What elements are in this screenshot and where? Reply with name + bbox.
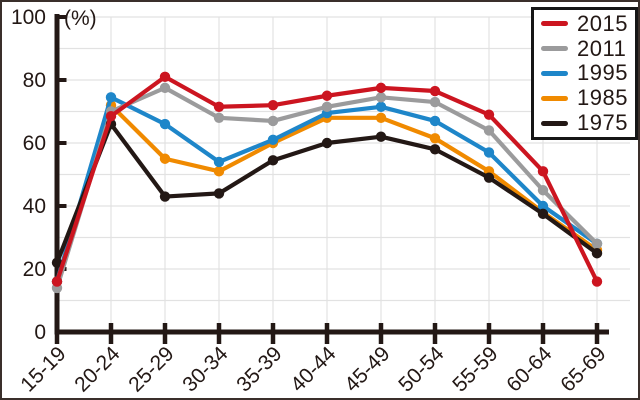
data-point-2015 — [213, 101, 225, 112]
percent-unit-label: (%) — [64, 7, 97, 30]
data-point-2015 — [159, 71, 171, 83]
data-point-1975 — [591, 248, 603, 259]
series-1975 — [51, 118, 603, 268]
legend: 2015 2011 1995 1985 1975 — [531, 7, 638, 140]
data-point-1975 — [267, 155, 279, 166]
legend-item-2015: 2015 — [541, 10, 635, 36]
legend-item-1975: 1975 — [541, 112, 635, 134]
data-point-2011 — [267, 115, 279, 127]
data-point-1995 — [375, 101, 387, 112]
x-tick-label: 35-39 — [232, 342, 286, 396]
data-point-2011 — [537, 185, 549, 196]
data-point-2011 — [321, 101, 333, 112]
data-point-2011 — [429, 96, 441, 108]
y-tick-label: 0 — [34, 321, 46, 344]
series-1995 — [51, 92, 603, 287]
data-point-1975 — [213, 188, 225, 199]
series-2015 — [51, 71, 603, 287]
data-point-1995 — [105, 92, 117, 103]
data-point-1975 — [483, 172, 495, 183]
data-point-2015 — [591, 276, 603, 287]
data-point-2011 — [213, 112, 225, 124]
y-tick-label: 80 — [23, 69, 46, 92]
data-point-1995 — [213, 156, 225, 168]
data-point-1975 — [159, 191, 171, 202]
legend-label: 2015 — [577, 10, 628, 36]
data-point-1995 — [267, 134, 279, 146]
x-tick-label: 40-44 — [286, 342, 340, 396]
data-point-2015 — [375, 82, 387, 94]
data-point-1985 — [429, 133, 441, 144]
data-point-1995 — [537, 200, 549, 212]
x-tick-label: 20-24 — [70, 342, 124, 396]
data-point-1975 — [375, 131, 387, 142]
data-point-1985 — [159, 153, 171, 164]
series-2011 — [51, 82, 603, 294]
data-point-1995 — [159, 118, 171, 130]
x-tick-label: 50-54 — [394, 342, 448, 396]
axes — [54, 14, 609, 344]
legend-swatch-icon — [541, 95, 568, 101]
data-point-2011 — [591, 238, 603, 249]
y-tick-label: 40 — [23, 195, 46, 218]
data-point-2015 — [267, 100, 279, 111]
legend-label: 2011 — [577, 35, 627, 61]
legend-item-1985: 1985 — [541, 87, 635, 109]
data-point-1995 — [429, 115, 441, 127]
legend-label: 1995 — [577, 60, 628, 86]
x-tick-label: 60-64 — [502, 342, 556, 396]
legend-item-1995: 1995 — [541, 62, 635, 84]
data-point-2015 — [51, 276, 63, 287]
data-point-2015 — [537, 166, 549, 177]
data-point-1975 — [321, 137, 333, 149]
data-point-2015 — [429, 85, 441, 97]
legend-swatch-icon — [541, 21, 568, 27]
x-tick-label: 65-69 — [556, 342, 610, 396]
legend-swatch-icon — [541, 46, 568, 52]
data-point-2011 — [159, 82, 171, 94]
data-point-1975 — [537, 208, 549, 220]
legend-label: 1985 — [577, 85, 628, 111]
data-point-2015 — [105, 111, 117, 122]
legend-label: 1975 — [577, 110, 628, 136]
x-tick-label: 30-34 — [178, 342, 232, 396]
data-point-2015 — [321, 90, 333, 101]
data-point-1975 — [429, 144, 441, 155]
data-point-2011 — [375, 92, 387, 103]
y-tick-label: 100 — [11, 6, 46, 29]
y-tick-label: 60 — [23, 132, 46, 155]
legend-item-2011: 2011 — [541, 35, 635, 61]
y-tick-label: 20 — [23, 258, 46, 281]
legend-swatch-icon — [541, 120, 568, 126]
x-tick-label: 15-19 — [16, 342, 70, 396]
data-point-2015 — [483, 109, 495, 120]
data-point-1985 — [375, 112, 387, 124]
data-point-2011 — [483, 125, 495, 136]
x-tick-label: 25-29 — [124, 342, 178, 396]
legend-swatch-icon — [541, 70, 568, 76]
data-point-1985 — [213, 166, 225, 177]
x-tick-label: 55-59 — [448, 342, 502, 396]
data-point-1995 — [483, 147, 495, 158]
data-point-1975 — [51, 257, 63, 268]
x-tick-label: 45-49 — [340, 342, 394, 396]
